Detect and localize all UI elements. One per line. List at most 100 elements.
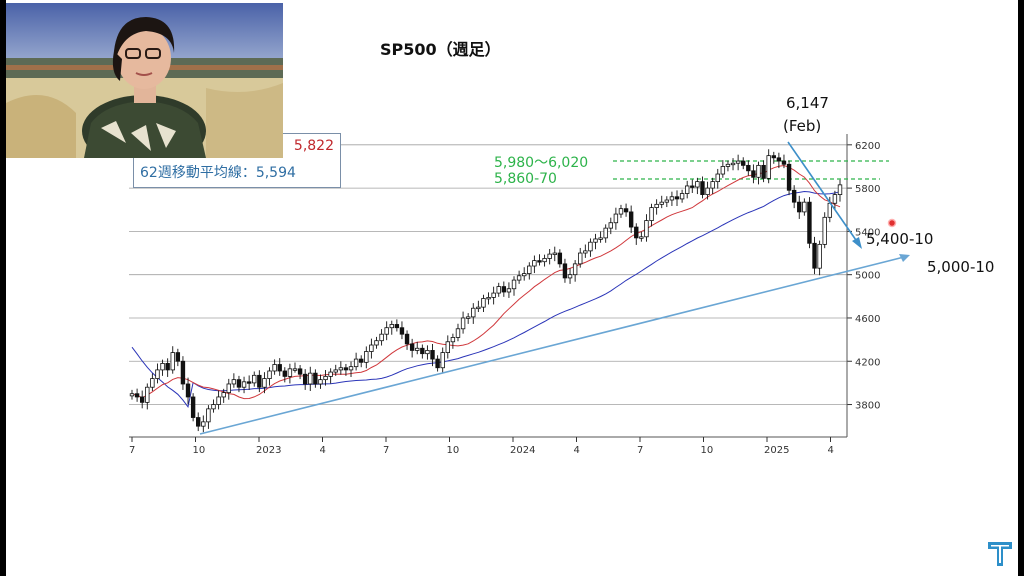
ma-short-line: [131, 164, 841, 400]
candle-body: [175, 352, 181, 362]
candle-body: [328, 371, 333, 377]
candle-body: [364, 351, 369, 363]
candle-body: [746, 164, 751, 172]
candle-body: [308, 372, 313, 385]
candle-body: [455, 328, 461, 338]
x-tick-label: 10: [447, 445, 460, 456]
candle-body: [180, 360, 186, 385]
candle-body: [527, 265, 532, 274]
candle-body: [226, 383, 231, 394]
candle-body: [415, 347, 420, 351]
candle-body: [715, 173, 720, 183]
candle-body: [267, 370, 272, 379]
candle-body: [155, 369, 160, 379]
candle-body: [379, 333, 384, 342]
x-tick-label: 7: [637, 445, 643, 456]
candle-body: [572, 263, 578, 276]
candle-body: [522, 273, 527, 277]
candle-body: [394, 324, 400, 329]
candle-body: [201, 421, 206, 427]
last-price: 5,822: [293, 138, 334, 154]
candle-body: [460, 317, 466, 330]
candle-body: [404, 333, 410, 345]
candle-body: [359, 358, 364, 363]
candle-body: [562, 263, 568, 279]
candle-body: [190, 396, 196, 418]
candle-body: [481, 298, 486, 308]
candle-body: [374, 340, 379, 346]
y-tick-label: 5800: [855, 184, 880, 195]
candle-body: [593, 238, 598, 243]
candle-body: [129, 393, 135, 397]
x-tick-label: 4: [828, 445, 834, 456]
candle-body: [802, 201, 807, 213]
y-tick-label: 4600: [855, 314, 880, 325]
candle-body: [277, 364, 282, 372]
candle-body: [751, 170, 756, 178]
candle-body: [516, 275, 522, 281]
candle-body: [409, 343, 415, 351]
candle-body: [476, 306, 481, 310]
candle-body: [425, 350, 430, 355]
candle-body: [690, 185, 695, 188]
candle-body: [807, 201, 812, 244]
candle-body: [583, 250, 588, 254]
candle-body: [170, 352, 175, 371]
candle-body: [302, 373, 308, 385]
candle-body: [389, 324, 394, 329]
x-tick-label: 7: [383, 445, 389, 456]
support-lower-label: 5,000-10: [927, 258, 995, 276]
candle-body: [165, 363, 170, 371]
x-tick-label: 10: [193, 445, 206, 456]
candle-body: [710, 181, 715, 189]
candle-body: [506, 288, 512, 293]
candle-body: [552, 252, 557, 255]
candle-body: [776, 157, 782, 162]
resistance-trendline: [787, 141, 859, 244]
candle-body: [598, 237, 603, 240]
candle-body: [323, 375, 328, 381]
presenter-video-frame: [6, 3, 283, 158]
candle-body: [486, 297, 491, 300]
laser-pointer-dot: [887, 218, 897, 228]
candle-body: [741, 160, 746, 166]
resistance-trendline-arrow: [852, 237, 862, 249]
candle-body: [700, 181, 705, 196]
candle-body: [348, 366, 354, 371]
candle-body: [150, 378, 155, 388]
y-tick-label: 5400: [855, 227, 880, 238]
candle-body: [766, 155, 771, 179]
candle-body: [639, 236, 644, 239]
x-tick-label: 7: [129, 445, 135, 456]
candle-body: [695, 181, 700, 188]
candle-body: [735, 160, 741, 164]
resistance-band-label: 5,980～6,020: [494, 155, 589, 171]
x-tick-label: 2025: [764, 445, 789, 456]
candle-body: [353, 358, 359, 368]
x-tick-label: 4: [574, 445, 580, 456]
candle-body: [537, 260, 542, 263]
candle-body: [440, 352, 445, 369]
candle-body: [384, 327, 389, 335]
candle-body: [613, 213, 619, 224]
candle-body: [216, 396, 221, 405]
candle-body: [501, 286, 507, 293]
candle-body: [725, 163, 731, 167]
candle-body: [628, 211, 634, 228]
candle-body: [837, 184, 843, 196]
candle-body: [160, 363, 165, 371]
candle-body: [720, 166, 726, 175]
candle-body: [679, 193, 685, 200]
candle-body: [221, 392, 226, 398]
candle-body: [241, 381, 247, 388]
x-tick-label: 2024: [510, 445, 535, 456]
candle-body: [196, 417, 201, 427]
candle-body: [231, 379, 237, 385]
candle-body: [139, 396, 145, 403]
candle-body: [547, 253, 552, 259]
candle-body: [578, 252, 583, 265]
candle-body: [797, 201, 802, 213]
candle-body: [435, 358, 440, 369]
candle-body: [644, 220, 649, 238]
